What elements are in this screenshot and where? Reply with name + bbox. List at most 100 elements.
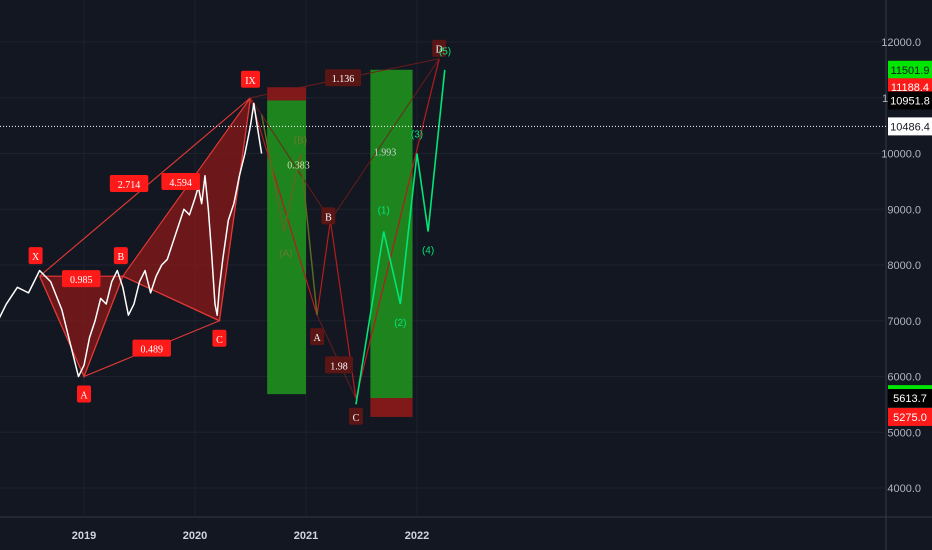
harmonic-label-ix-bg — [241, 70, 260, 88]
projection-label-b-text: B — [325, 212, 332, 223]
price-badge-text: 11188.4 — [891, 82, 929, 94]
ratio-label-198-bg — [325, 356, 353, 374]
harmonic-label-c: C — [212, 329, 227, 347]
wave-b-path — [355, 69, 446, 405]
ratio-label-ac: 0.489 — [132, 339, 171, 357]
wave-label-2: (2) — [394, 318, 406, 329]
price-badge-text: 11501.9 — [891, 65, 930, 77]
price-badge-text: 5275.0 — [893, 412, 927, 424]
harmonic-label-a-bg — [77, 385, 91, 403]
price-badge: 11501.9 — [888, 60, 932, 79]
price-badge-bg — [888, 91, 932, 110]
price-badge-bg — [888, 389, 932, 408]
y-tick-label: 7000.0 — [887, 316, 921, 328]
price-badge-bg — [888, 60, 932, 79]
projection-label-a-bg — [310, 328, 325, 346]
ratio-label-xb-text: 0.985 — [70, 275, 93, 286]
position-zones — [267, 69, 413, 417]
wave-label-4: (4) — [422, 246, 434, 257]
wave-label-5: (5) — [439, 46, 451, 57]
time-axis[interactable]: 2019 2020 2021 2022 — [72, 530, 429, 542]
wave-label-0383: 0.383 — [287, 161, 310, 172]
price-badge: 5275.0 — [888, 407, 932, 426]
y-tick-label: 5000.0 — [887, 427, 921, 439]
ratio-label-xd-text: 2.714 — [118, 180, 141, 191]
ratio-label-ac-bg — [132, 339, 171, 357]
x-tick-label: 2021 — [294, 530, 318, 542]
elliott-waves — [260, 69, 446, 405]
price-badge-text: 10486.4 — [890, 121, 930, 133]
price-badge-text: 5613.7 — [893, 393, 927, 405]
ratio-label-198-text: 1.98 — [330, 361, 348, 372]
y-tick-label: 12000.0 — [881, 37, 921, 49]
ratio-label-xd-bg — [109, 174, 149, 192]
x-tick-label: 2022 — [405, 530, 429, 542]
projection-label-c: C — [348, 407, 363, 425]
projection-label-a: A — [310, 328, 325, 346]
harmonic-triangle-xab — [39, 276, 123, 377]
wave-label-b: (B) — [294, 136, 307, 147]
zone-long-stop — [370, 398, 413, 417]
harmonic-label-a: A — [77, 385, 91, 403]
projection-label-a-text: A — [313, 333, 321, 344]
harmonic-label-ix: IX — [241, 70, 260, 88]
ratio-label-1136-text: 1.136 — [332, 74, 355, 85]
ratio-label-bd: 4.594 — [161, 172, 200, 190]
ratio-label-198: 1.98 — [325, 356, 353, 374]
projection-label-c-bg — [348, 407, 363, 425]
y-tick-label: 4000.0 — [887, 483, 921, 495]
harmonic-triangle-bcd — [122, 97, 251, 321]
zone-long-target — [370, 69, 413, 399]
zone-short-target — [267, 100, 306, 395]
ratio-label-1136: 1.136 — [325, 69, 361, 87]
wave-a-path — [260, 114, 318, 316]
harmonic-label-x: X — [28, 247, 43, 265]
ratio-label-1136-bg — [325, 69, 361, 87]
harmonic-label-c-text: C — [216, 335, 223, 346]
price-badge: 5613.7 — [888, 389, 932, 408]
wave-label-a: (A) — [279, 249, 292, 260]
projection-label-b-bg — [321, 207, 336, 225]
projection-ratio-line — [250, 97, 331, 221]
harmonic-label-b-bg — [113, 247, 128, 265]
ratio-label-1993: 1.993 — [374, 148, 397, 159]
price-badge-bg — [888, 407, 932, 426]
projection-label-d: D — [432, 39, 447, 57]
pattern-labels: X A B C IX 0.985 0.489 2.714 4.594 A B C D 1.136 1.98 1… — [28, 39, 451, 425]
projection-label-d-bg — [432, 39, 447, 57]
ratio-label-bd-bg — [161, 172, 200, 190]
ratio-label-xd: 2.714 — [109, 174, 149, 192]
price-series — [0, 102, 886, 378]
harmonic-label-x-text: X — [32, 252, 40, 263]
projection-ratio-line — [330, 58, 440, 221]
harmonic-label-x-bg — [28, 247, 43, 265]
projection-label-c-text: C — [353, 413, 360, 424]
harmonic-label-b-text: B — [118, 252, 125, 263]
y-tick-label: 6000.0 — [887, 372, 921, 384]
harmonic-label-ix-text: IX — [245, 76, 256, 87]
x-tick-label: 2020 — [183, 530, 207, 542]
price-badge-text: 10951.8 — [890, 95, 930, 107]
x-tick-label: 2019 — [72, 530, 96, 542]
harmonic-label-b: B — [113, 247, 128, 265]
wave-label-3: (3) — [411, 130, 423, 141]
y-tick-label: 8000.0 — [887, 260, 921, 272]
projection-label-d-text: D — [436, 45, 443, 56]
zone-short-stop — [267, 87, 306, 101]
y-tick-label: 10000.0 — [881, 149, 921, 161]
price-badge: 10951.8 — [888, 91, 932, 110]
wave-label-1: (1) — [378, 206, 390, 217]
projection-label-b: B — [321, 207, 336, 225]
price-badge-bg — [888, 117, 932, 136]
harmonic-label-a-text: A — [80, 391, 88, 402]
harmonic-label-c-bg — [212, 329, 227, 347]
ratio-label-xb: 0.985 — [61, 270, 101, 288]
price-badge: 10486.4 — [888, 117, 932, 136]
price-line — [0, 102, 263, 378]
ratio-label-xb-bg — [61, 270, 101, 288]
ratio-label-bd-text: 4.594 — [169, 178, 192, 189]
y-tick-label: 9000.0 — [887, 204, 921, 216]
ratio-label-ac-text: 0.489 — [140, 345, 163, 356]
price-axis[interactable]: 4000.0 5000.0 6000.0 7000.0 8000.0 9000.0 1000… — [881, 37, 932, 495]
